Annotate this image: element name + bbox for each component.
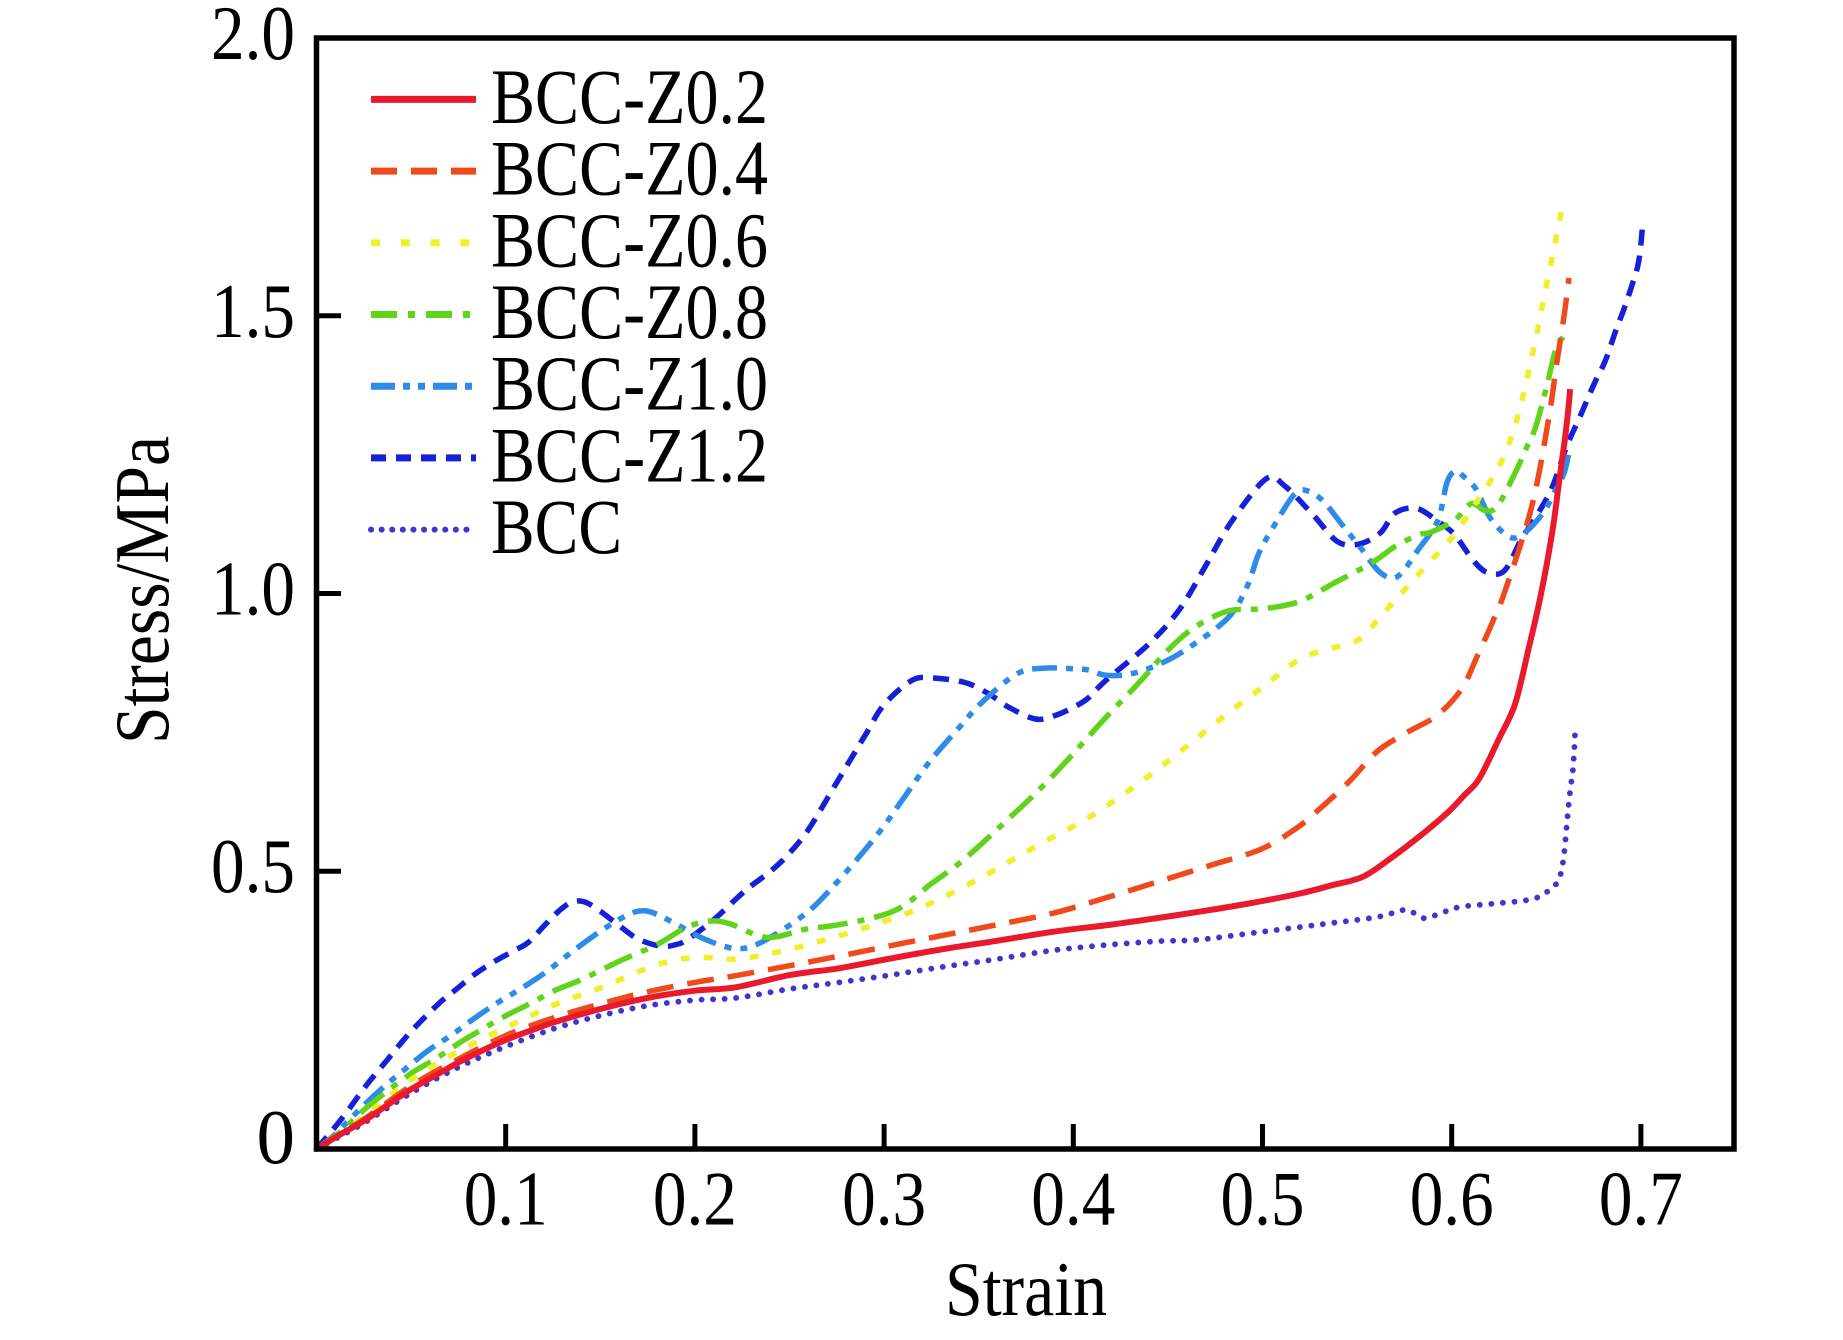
svg-text:2.0: 2.0 bbox=[211, 0, 295, 76]
svg-text:BCC-Z0.4: BCC-Z0.4 bbox=[491, 125, 768, 212]
svg-text:BCC: BCC bbox=[491, 483, 622, 570]
svg-text:0.3: 0.3 bbox=[842, 1156, 926, 1242]
svg-text:BCC-Z1.2: BCC-Z1.2 bbox=[491, 411, 768, 498]
svg-text:BCC-Z0.8: BCC-Z0.8 bbox=[491, 268, 768, 355]
svg-text:BCC-Z1.0: BCC-Z1.0 bbox=[491, 340, 768, 427]
svg-text:BCC-Z0.6: BCC-Z0.6 bbox=[491, 196, 768, 283]
svg-text:BCC-Z0.2: BCC-Z0.2 bbox=[491, 53, 768, 140]
svg-text:1.0: 1.0 bbox=[211, 546, 295, 632]
svg-text:0.7: 0.7 bbox=[1599, 1156, 1683, 1242]
svg-text:0: 0 bbox=[257, 1094, 296, 1180]
svg-text:Strain: Strain bbox=[945, 1246, 1107, 1332]
svg-text:0.4: 0.4 bbox=[1031, 1156, 1115, 1242]
svg-text:0.5: 0.5 bbox=[211, 823, 295, 909]
svg-text:0.5: 0.5 bbox=[1221, 1156, 1305, 1242]
svg-text:1.5: 1.5 bbox=[211, 268, 295, 354]
svg-text:0.2: 0.2 bbox=[653, 1156, 737, 1242]
svg-text:0.1: 0.1 bbox=[464, 1156, 548, 1242]
svg-text:Stress/MPa: Stress/MPa bbox=[99, 436, 185, 744]
svg-text:0.6: 0.6 bbox=[1410, 1156, 1494, 1242]
